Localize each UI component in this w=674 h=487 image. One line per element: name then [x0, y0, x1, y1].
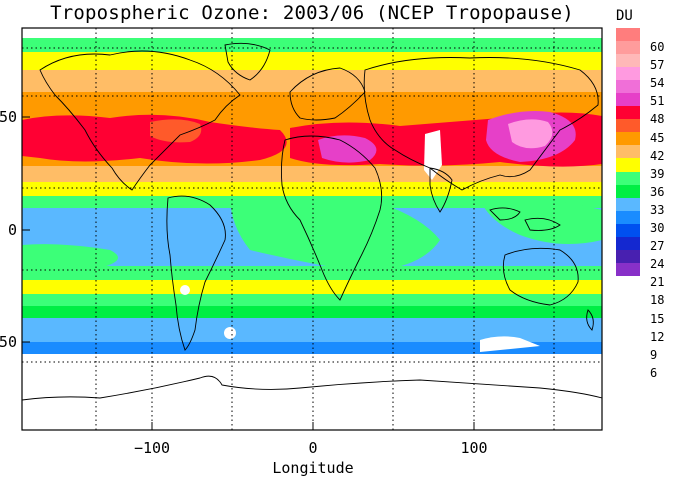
legend-swatch	[616, 119, 640, 133]
band-south-yellow	[22, 280, 602, 294]
legend-swatch	[616, 158, 640, 172]
legend-swatch	[616, 223, 640, 237]
band-south-green-2	[22, 294, 602, 306]
legend-unit: DU	[616, 8, 633, 24]
red-band-americas	[22, 114, 287, 164]
legend-swatch	[616, 106, 640, 120]
legend-label: 9	[650, 347, 658, 362]
y-tick-label-1: 50	[0, 108, 17, 126]
orange-patch-atlantic	[150, 119, 202, 143]
legend-label: 51	[650, 94, 665, 109]
legend-label: 12	[650, 329, 665, 344]
legend-swatch	[616, 184, 640, 198]
legend-label: 60	[650, 40, 665, 54]
legend-label: 39	[650, 166, 665, 181]
pink-patch-middle-east	[318, 135, 377, 163]
legend-swatch	[616, 54, 640, 68]
light-pink-core	[508, 119, 553, 149]
legend-swatch	[616, 145, 640, 159]
legend-swatch	[616, 249, 640, 263]
x-tick-label-3: 100	[460, 439, 487, 457]
legend-label: 45	[650, 130, 665, 145]
legend-label: 6	[650, 365, 658, 380]
legend-swatch	[616, 132, 640, 146]
coastlines	[22, 42, 602, 401]
legend-label: 30	[650, 221, 665, 235]
south-white-patch-2	[224, 327, 236, 339]
legend-swatch	[616, 236, 640, 250]
tick-marks	[22, 116, 475, 430]
south-white-patch-3	[180, 285, 190, 295]
legend-swatch	[616, 28, 640, 42]
x-tick-label-2: 0	[308, 439, 317, 457]
plot-frame	[21, 27, 603, 431]
band-subtropic-yellow	[22, 182, 602, 196]
color-legend	[616, 28, 640, 276]
pacific-green-patch	[480, 198, 602, 244]
legend-label: 54	[650, 76, 665, 91]
legend-swatch	[616, 171, 640, 185]
legend-swatch	[616, 93, 640, 107]
indian-green-patch	[22, 244, 118, 268]
tropical-green-patch	[230, 196, 440, 272]
legend-label: 15	[650, 311, 665, 326]
band-north-light-orange	[22, 70, 602, 92]
legend-swatch	[616, 262, 640, 276]
legend-label: 18	[650, 293, 665, 308]
legend-label: 48	[650, 112, 665, 127]
map-title: Tropospheric Ozone: 2003/06 (NCEP Tropop…	[50, 2, 574, 24]
band-north-yellow	[22, 52, 602, 70]
legend-swatch	[616, 41, 640, 55]
legend-label: 36	[650, 184, 665, 199]
legend-label: 33	[650, 202, 665, 217]
y-tick-label-3: −50	[0, 333, 17, 351]
legend-label: 27	[650, 239, 665, 254]
legend-swatch	[616, 197, 640, 211]
legend-label: 57	[650, 58, 665, 73]
legend-swatch	[616, 80, 640, 94]
legend-label: 21	[650, 275, 665, 290]
band-south-green	[22, 266, 602, 280]
ozone-field	[22, 28, 602, 430]
legend-label: 24	[650, 257, 665, 272]
legend-swatch	[616, 210, 640, 224]
x-tick-label-1: −100	[134, 439, 170, 457]
band-south-bright-green	[22, 306, 602, 318]
antarctic-no-data	[22, 354, 602, 430]
y-tick-label-2: 0	[8, 221, 17, 239]
band-far-north-green	[22, 38, 602, 52]
band-far-south-deep-blue	[22, 342, 602, 354]
band-subtropic-light-orange	[22, 166, 602, 182]
legend-label: 42	[650, 148, 665, 163]
x-axis-label: Longitude	[272, 459, 353, 477]
legend-swatch	[616, 67, 640, 81]
south-white-patch-1	[480, 336, 540, 352]
